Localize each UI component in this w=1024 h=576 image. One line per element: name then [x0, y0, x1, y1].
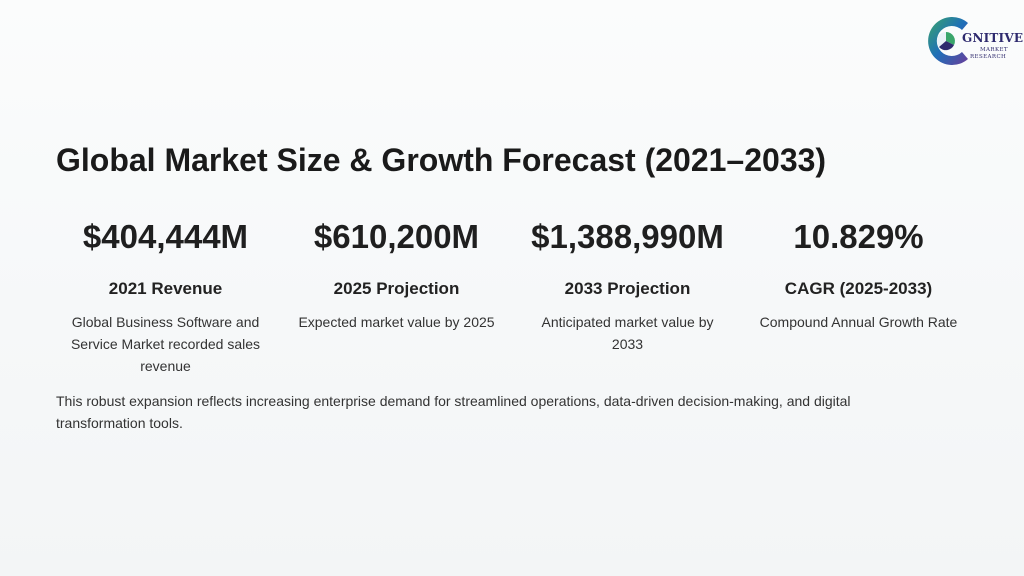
stat-label: 2033 Projection [564, 279, 691, 298]
stat-2021-revenue: $404,444M 2021 Revenue Global Business S… [50, 214, 281, 377]
stats-row: $404,444M 2021 Revenue Global Business S… [50, 214, 974, 377]
stat-value: $610,200M [313, 218, 480, 255]
stat-description: Expected market value by 2025 [298, 314, 495, 330]
stat-label: 2025 Projection [333, 279, 460, 298]
stat-description: Global Business Software and Service Mar… [70, 314, 261, 374]
stat-2033-projection: $1,388,990M 2033 Projection Anticipated … [512, 214, 743, 377]
stat-value: $404,444M [82, 218, 249, 255]
logo-subtitle-market: MARKET [980, 47, 1008, 53]
company-logo: GNITIVE MARKET RESEARCH [918, 12, 1023, 70]
stat-description: Anticipated market value by 2033 [541, 314, 714, 352]
stat-description: Compound Annual Growth Rate [759, 314, 958, 330]
logo-c-icon [928, 17, 968, 65]
stat-value: $1,388,990M [531, 218, 724, 255]
logo-subtitle-research: RESEARCH [970, 54, 1007, 60]
stat-cagr: 10.829% CAGR (2025-2033) Compound Annual… [743, 214, 974, 377]
summary-paragraph: This robust expansion reflects increasin… [56, 393, 851, 431]
stat-value: 10.829% [793, 218, 924, 255]
page-title: Global Market Size & Growth Forecast (20… [56, 142, 827, 178]
logo-wordmark: GNITIVE [962, 31, 1024, 45]
stat-2025-projection: $610,200M 2025 Projection Expected marke… [281, 214, 512, 377]
stat-label: CAGR (2025-2033) [784, 279, 933, 298]
stat-label: 2021 Revenue [108, 279, 223, 298]
